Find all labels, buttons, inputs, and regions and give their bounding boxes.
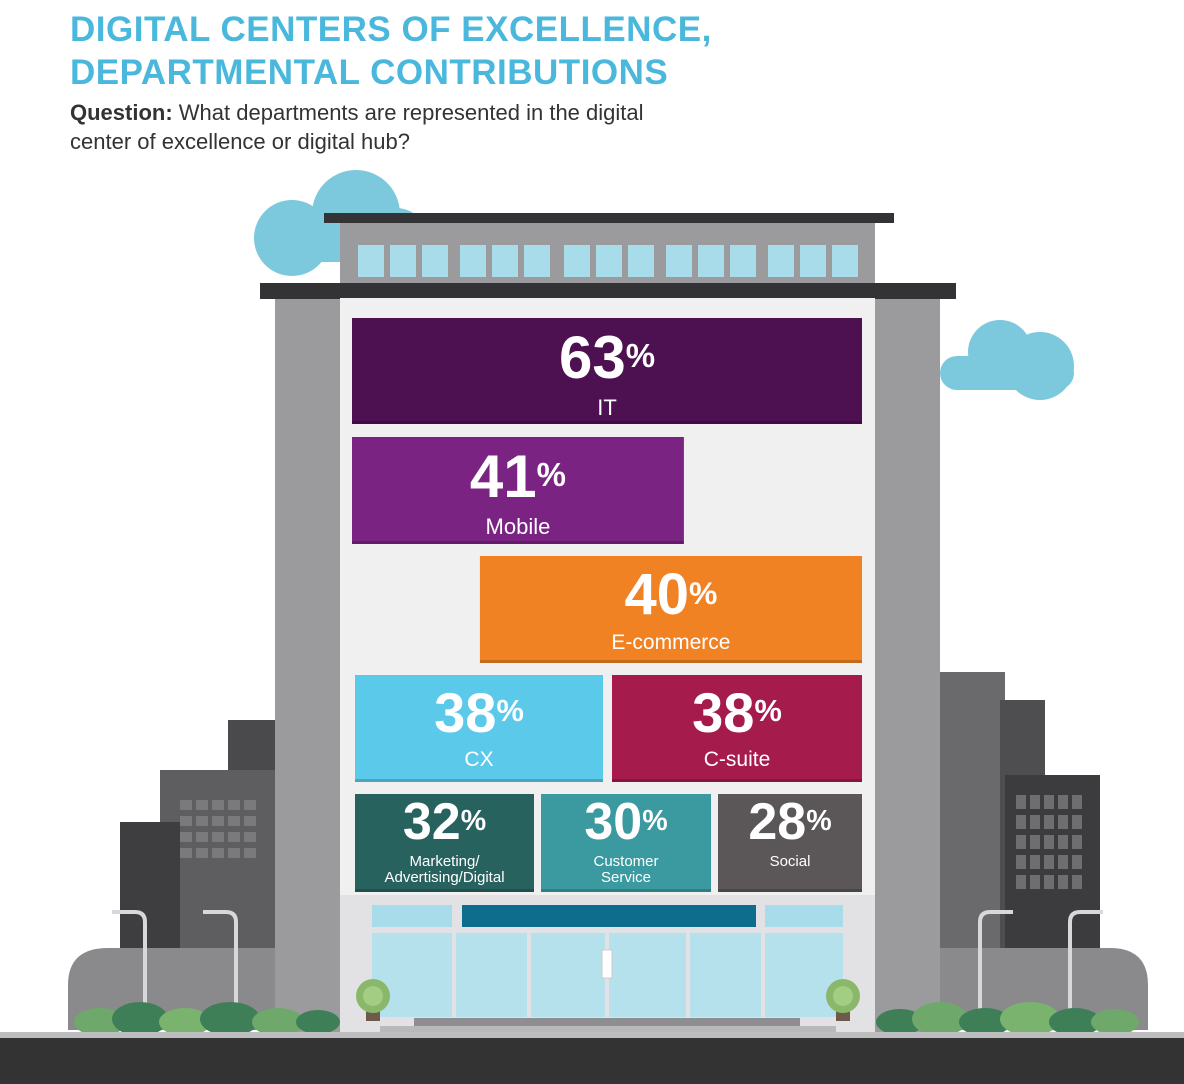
bar-shadow-social — [718, 889, 862, 892]
bar-label-cx: CX — [464, 748, 494, 771]
bar-label-csuite: C-suite — [703, 748, 771, 771]
bar-value-it: 63% — [352, 328, 862, 388]
background-buildings-right — [935, 672, 1100, 975]
chart-title: DIGITAL CENTERS OF EXCELLENCE, DEPARTMEN… — [70, 8, 712, 94]
bar-value-number-marketing: 32 — [402, 793, 461, 851]
bar-value-customer_service: 30% — [541, 796, 711, 848]
bar-shadow-it — [352, 421, 862, 424]
bushes-left — [74, 1002, 340, 1036]
bar-value-number-customer_service: 30 — [584, 793, 643, 851]
street-lamp-icons — [112, 910, 1103, 1015]
bar-value-marketing: 32% — [355, 796, 534, 848]
bar-value-unit-ecommerce: % — [689, 575, 718, 612]
tree-icon-right — [826, 979, 860, 1021]
bar-label-it: IT — [597, 395, 617, 420]
bar-value-ecommerce: 40% — [480, 566, 862, 624]
bar-value-number-cx: 38 — [434, 681, 497, 744]
chart-title-line-1: DIGITAL CENTERS OF EXCELLENCE, — [70, 10, 712, 49]
bar-value-number-it: 63 — [558, 324, 626, 391]
bar-value-unit-it: % — [625, 337, 656, 375]
top-floor-windows — [358, 245, 858, 277]
chart-bars — [352, 318, 862, 892]
question-label: Question: — [70, 100, 173, 125]
bushes-right — [876, 1002, 1139, 1036]
bar-cx — [355, 675, 603, 782]
bar-value-mobile: 41% — [352, 447, 684, 507]
bar-value-unit-marketing: % — [460, 804, 487, 837]
bar-value-unit-customer_service: % — [642, 804, 668, 837]
bar-shadow-customer_service — [541, 889, 711, 892]
bar-value-number-ecommerce: 40 — [624, 562, 690, 627]
tree-icon-left — [356, 979, 390, 1021]
bar-shadow-ecommerce — [479, 660, 862, 663]
bar-marketing — [355, 794, 534, 892]
bar-label-ecommerce: E-commerce — [611, 631, 731, 654]
bar-it — [352, 318, 862, 424]
bar-value-csuite: 38% — [612, 685, 862, 741]
bar-value-social: 28% — [718, 796, 862, 848]
bar-value-cx: 38% — [355, 685, 603, 741]
bar-social — [718, 794, 862, 892]
bar-value-unit-csuite: % — [754, 693, 782, 729]
bar-value-number-csuite: 38 — [692, 681, 755, 744]
bar-customer_service — [541, 794, 711, 892]
sidewalk — [0, 1032, 1184, 1038]
bar-shadow-marketing — [355, 889, 534, 892]
entrance — [372, 905, 843, 1034]
bar-label-marketing: Marketing/ Advertising/Digital — [384, 853, 505, 886]
bar-label-mobile: Mobile — [485, 514, 551, 539]
bar-label-customer_service: Customer Service — [593, 853, 659, 886]
bar-label-social: Social — [769, 853, 811, 870]
bar-ecommerce — [479, 556, 862, 663]
bar-value-unit-mobile: % — [536, 456, 566, 494]
bar-csuite — [612, 675, 862, 782]
question-text: Question: What departments are represent… — [70, 98, 710, 156]
bar-value-unit-social: % — [806, 804, 832, 837]
chart-title-line-2: DEPARTMENTAL CONTRIBUTIONS — [70, 53, 669, 92]
bar-value-number-mobile: 41 — [469, 443, 537, 510]
background-buildings-left — [120, 720, 280, 982]
bar-shadow-cx — [355, 779, 603, 782]
bar-mobile — [352, 437, 684, 544]
street — [0, 1038, 1184, 1084]
bar-value-number-social: 28 — [748, 793, 807, 851]
question-body: What departments are represented in the … — [70, 100, 644, 154]
bar-shadow-csuite — [612, 779, 862, 782]
bar-shadow-mobile — [352, 541, 684, 544]
bar-value-unit-cx: % — [496, 693, 524, 729]
cloud-right-icon — [940, 320, 1074, 400]
